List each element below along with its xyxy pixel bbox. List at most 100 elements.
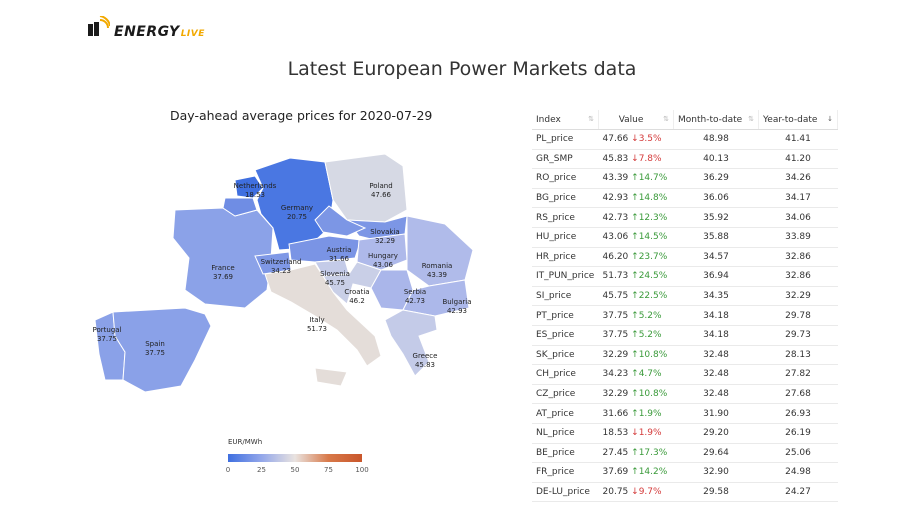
- cell-year-to-date: 34.17: [758, 188, 838, 209]
- table-row[interactable]: SI_price 45.75 ↑22.5% 34.35 32.29: [532, 286, 838, 307]
- cell-index: SI_price: [532, 286, 599, 307]
- column-header-month-to-date[interactable]: Month-to-date ⇅: [673, 110, 759, 130]
- sort-icon: ⇅: [748, 114, 754, 123]
- change-indicator: ↑23.7%: [631, 251, 668, 262]
- country-price-label: 45.75: [325, 279, 345, 287]
- table-row[interactable]: CH_price 34.23 ↑4.7% 32.48 27.82: [532, 364, 838, 385]
- trend-arrow-icon: ↑: [631, 271, 639, 282]
- column-header-index[interactable]: Index ⇅: [532, 110, 599, 130]
- country-name-label: Poland: [369, 182, 392, 190]
- table-row[interactable]: RS_price 42.73 ↑12.3% 35.92 34.06: [532, 207, 838, 228]
- table-row[interactable]: CZ_price 32.29 ↑10.8% 32.48 27.68: [532, 384, 838, 405]
- page-title: Latest European Power Markets data: [287, 58, 637, 80]
- table-row[interactable]: SK_price 32.29 ↑10.8% 32.48 28.13: [532, 345, 838, 366]
- trend-arrow-icon: ↑: [631, 408, 639, 419]
- cell-year-to-date: 24.27: [758, 482, 838, 503]
- country-price-label: 51.73: [307, 325, 327, 333]
- country-name-label: Portugal: [93, 326, 122, 334]
- cell-value: 47.66 ↓3.5%: [598, 129, 674, 150]
- country-price-label: 46.2: [349, 297, 365, 305]
- logo-text: ENERGYLIVE: [114, 24, 205, 40]
- table-row[interactable]: PT_price 37.75 ↑5.2% 34.18 29.78: [532, 305, 838, 326]
- country-name-label: Bulgaria: [442, 298, 471, 306]
- cell-month-to-date: 34.57: [673, 247, 759, 268]
- country-spain[interactable]: [112, 307, 212, 393]
- country-belgium[interactable]: [222, 197, 258, 217]
- change-indicator: ↑22.5%: [631, 291, 668, 302]
- sort-desc-icon: ↓: [827, 114, 833, 123]
- cell-value: 31.66 ↑1.9%: [598, 403, 674, 424]
- country-netherlands[interactable]: [234, 175, 264, 199]
- cell-year-to-date: 34.26: [758, 168, 838, 189]
- cell-index: CH_price: [532, 364, 599, 385]
- country-hungary[interactable]: [356, 233, 408, 271]
- table-row[interactable]: ES_price 37.75 ↑5.2% 34.18 29.73: [532, 325, 838, 346]
- change-indicator: ↑14.7%: [631, 173, 668, 184]
- change-indicator: ↑24.5%: [631, 271, 668, 282]
- change-indicator: ↑12.3%: [631, 212, 668, 223]
- cell-year-to-date: 34.06: [758, 207, 838, 228]
- change-indicator: ↑14.2%: [631, 467, 668, 478]
- change-indicator: ↑14.5%: [631, 232, 668, 243]
- legend-tick-label: 100: [355, 466, 369, 474]
- country-czechia[interactable]: [314, 205, 367, 237]
- cell-value: 18.53 ↓1.9%: [598, 423, 674, 444]
- country-poland[interactable]: [324, 153, 408, 223]
- country-greece[interactable]: [384, 309, 438, 377]
- energylive-logo[interactable]: ENERGYLIVE: [88, 12, 218, 48]
- cell-month-to-date: 29.20: [673, 423, 759, 444]
- cell-month-to-date: 32.48: [673, 384, 759, 405]
- column-header-year-to-date[interactable]: Year-to-date ↓: [758, 110, 838, 130]
- cell-year-to-date: 24.98: [758, 462, 838, 483]
- table-row[interactable]: HR_price 46.20 ↑23.7% 34.57 32.86: [532, 247, 838, 268]
- cell-value: 51.73 ↑24.5%: [598, 266, 674, 287]
- cell-month-to-date: 35.92: [673, 207, 759, 228]
- table-row[interactable]: RO_price 43.39 ↑14.7% 36.29 34.26: [532, 168, 838, 189]
- country-name-label: Austria: [327, 246, 352, 254]
- table-row[interactable]: IT_PUN_price 51.73 ↑24.5% 36.94 32.86: [532, 266, 838, 287]
- trend-arrow-icon: ↓: [631, 134, 639, 145]
- legend-tick-label: 75: [324, 466, 333, 474]
- country-italy[interactable]: [264, 263, 382, 387]
- change-indicator: ↓9.7%: [631, 486, 662, 497]
- cell-month-to-date: 31.90: [673, 403, 759, 424]
- cell-value: 45.83 ↓7.8%: [598, 149, 674, 170]
- cell-value: 42.93 ↑14.8%: [598, 188, 674, 209]
- cell-value: 43.06 ↑14.5%: [598, 227, 674, 248]
- country-price-label: 43.06: [373, 261, 394, 269]
- cell-value: 42.73 ↑12.3%: [598, 207, 674, 228]
- table-row[interactable]: PL_price 47.66 ↓3.5% 48.98 41.41: [532, 129, 838, 150]
- table-row[interactable]: HU_price 43.06 ↑14.5% 35.88 33.89: [532, 227, 838, 248]
- legend-ticks: 0 25 50 75 100: [226, 466, 369, 476]
- table-row[interactable]: BG_price 42.93 ↑14.8% 36.06 34.17: [532, 188, 838, 209]
- cell-index: BE_price: [532, 443, 599, 464]
- cell-year-to-date: 32.86: [758, 247, 838, 268]
- cell-month-to-date: 34.18: [673, 305, 759, 326]
- legend-title: EUR/MWh: [228, 438, 263, 446]
- change-indicator: ↓3.5%: [631, 134, 662, 145]
- table-row[interactable]: DE-LU_price 20.75 ↓9.7% 29.58 24.27: [532, 482, 838, 503]
- change-indicator: ↑5.2%: [631, 330, 662, 341]
- table-row[interactable]: FR_price 37.69 ↑14.2% 32.90 24.98: [532, 462, 838, 483]
- trend-arrow-icon: ↑: [631, 447, 639, 458]
- cell-index: DE-LU_price: [532, 482, 599, 503]
- trend-arrow-icon: ↑: [631, 369, 639, 380]
- change-indicator: ↑17.3%: [631, 447, 668, 458]
- column-header-value[interactable]: Value ⇅: [598, 110, 674, 130]
- country-name-label: France: [211, 264, 234, 272]
- table-row[interactable]: GR_SMP 45.83 ↓7.8% 40.13 41.20: [532, 149, 838, 170]
- sort-icon: ⇅: [663, 114, 669, 123]
- cell-month-to-date: 35.88: [673, 227, 759, 248]
- table-row[interactable]: BE_price 27.45 ↑17.3% 29.64 25.06: [532, 443, 838, 464]
- table-row[interactable]: AT_price 31.66 ↑1.9% 31.90 26.93: [532, 403, 838, 424]
- trend-arrow-icon: ↑: [631, 193, 639, 204]
- country-price-label: 37.75: [145, 349, 165, 357]
- cell-value: 37.69 ↑14.2%: [598, 462, 674, 483]
- table-row[interactable]: NL_price 18.53 ↓1.9% 29.20 26.19: [532, 423, 838, 444]
- market-data-table: Index ⇅ Value ⇅ Month-to-date ⇅ Year-to-dat…: [532, 110, 838, 503]
- change-indicator: ↑4.7%: [631, 369, 662, 380]
- cell-month-to-date: 32.90: [673, 462, 759, 483]
- country-name-label: Netherlands: [234, 182, 277, 190]
- country-austria[interactable]: [288, 235, 362, 263]
